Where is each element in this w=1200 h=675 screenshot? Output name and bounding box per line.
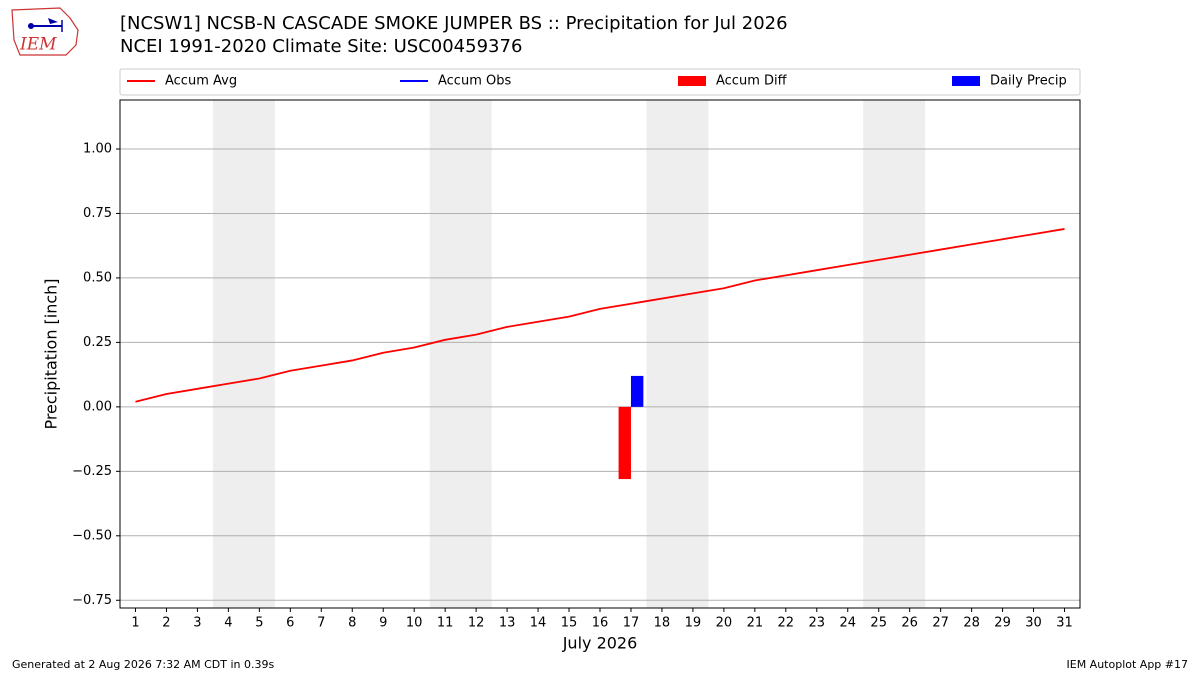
x-tick-label: 1 bbox=[131, 616, 139, 631]
x-tick-label: 18 bbox=[654, 616, 671, 631]
y-tick-label: 1.00 bbox=[83, 141, 112, 156]
x-tick-label: 23 bbox=[809, 616, 826, 631]
bar bbox=[630, 375, 644, 407]
x-tick-label: 27 bbox=[932, 616, 949, 631]
x-tick-label: 7 bbox=[317, 616, 325, 631]
weekend-shade bbox=[212, 100, 275, 608]
legend-swatch bbox=[952, 76, 980, 86]
x-tick-label: 10 bbox=[406, 616, 423, 631]
x-tick-label: 24 bbox=[839, 616, 856, 631]
y-tick-label: 0.25 bbox=[83, 335, 112, 350]
y-tick-label: 0.00 bbox=[83, 399, 112, 414]
x-axis-label: July 2026 bbox=[562, 634, 638, 653]
x-tick-label: 3 bbox=[193, 616, 201, 631]
logo-text: IEM bbox=[19, 35, 57, 55]
x-tick-label: 22 bbox=[778, 616, 795, 631]
legend-swatch bbox=[678, 76, 706, 86]
x-tick-label: 8 bbox=[348, 616, 356, 631]
x-tick-label: 29 bbox=[994, 616, 1011, 631]
y-tick-label: −0.50 bbox=[72, 528, 112, 543]
plot-frame bbox=[119, 99, 1081, 609]
x-tick-label: 31 bbox=[1056, 616, 1073, 631]
weekend-shade bbox=[429, 100, 492, 608]
footer-left: Generated at 2 Aug 2026 7:32 AM CDT in 0… bbox=[12, 658, 274, 671]
legend-label: Accum Avg bbox=[165, 74, 237, 89]
x-tick-label: 16 bbox=[592, 616, 609, 631]
x-tick-label: 19 bbox=[685, 616, 702, 631]
y-tick-label: −0.25 bbox=[72, 464, 112, 479]
footer-right: IEM Autoplot App #17 bbox=[1067, 658, 1189, 671]
legend-box bbox=[119, 68, 1081, 96]
y-tick-label: −0.75 bbox=[72, 593, 112, 608]
logo bbox=[11, 7, 79, 56]
y-tick-label: 0.75 bbox=[83, 206, 112, 221]
x-tick-label: 5 bbox=[255, 616, 263, 631]
x-tick-label: 25 bbox=[870, 616, 887, 631]
x-tick-label: 11 bbox=[437, 616, 454, 631]
weekend-shade bbox=[863, 100, 926, 608]
bar bbox=[618, 406, 631, 480]
x-tick-label: 20 bbox=[716, 616, 733, 631]
x-tick-label: 2 bbox=[162, 616, 170, 631]
x-tick-label: 4 bbox=[224, 616, 232, 631]
chart-subtitle: NCEI 1991-2020 Climate Site: USC00459376 bbox=[120, 36, 522, 57]
x-tick-label: 14 bbox=[530, 616, 547, 631]
x-tick-label: 6 bbox=[286, 616, 294, 631]
x-tick-label: 28 bbox=[963, 616, 980, 631]
weekend-shade bbox=[646, 100, 709, 608]
x-tick-label: 17 bbox=[623, 616, 640, 631]
line bbox=[135, 228, 1065, 403]
chart-title: [NCSW1] NCSB-N CASCADE SMOKE JUMPER BS :… bbox=[120, 13, 788, 34]
legend-label: Daily Precip bbox=[990, 74, 1067, 89]
y-tick-label: 0.50 bbox=[83, 270, 112, 285]
legend-label: Accum Obs bbox=[438, 74, 511, 89]
legend-label: Accum Diff bbox=[716, 74, 788, 89]
x-tick-label: 26 bbox=[901, 616, 918, 631]
x-tick-label: 21 bbox=[747, 616, 764, 631]
x-tick-label: 15 bbox=[561, 616, 578, 631]
y-axis-label: Precipitation [inch] bbox=[42, 278, 61, 429]
x-tick-label: 30 bbox=[1025, 616, 1042, 631]
x-tick-label: 13 bbox=[499, 616, 516, 631]
x-tick-label: 9 bbox=[379, 616, 387, 631]
x-tick-label: 12 bbox=[468, 616, 485, 631]
